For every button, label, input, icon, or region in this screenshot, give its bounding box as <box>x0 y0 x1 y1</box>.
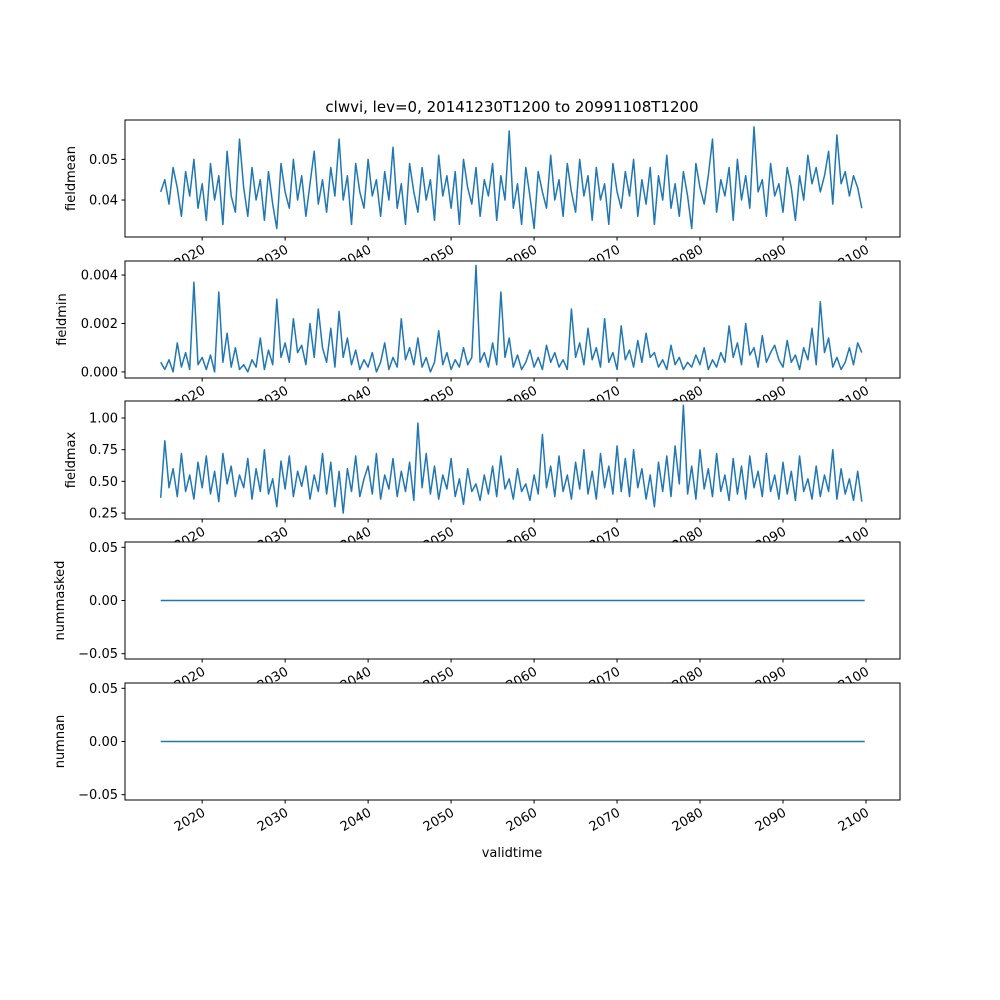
y-tick-label: 0.50 <box>89 475 118 490</box>
y-tick-label: 0.75 <box>89 443 118 458</box>
series-line-fieldmax <box>159 404 863 514</box>
axes-background <box>125 401 900 519</box>
y-axis-label: fieldmin <box>55 293 70 346</box>
series-line-fieldmean <box>159 126 863 230</box>
y-axis-label: numnan <box>53 715 68 769</box>
axes-frame <box>124 260 901 379</box>
axes-background <box>125 120 900 237</box>
y-tick-label: −0.05 <box>78 647 118 662</box>
y-tick-label: 0.004 <box>81 269 118 284</box>
y-tick-label: 0.04 <box>89 194 118 209</box>
series-line-fieldmin <box>160 264 863 373</box>
y-tick-label: 0.002 <box>81 317 118 332</box>
y-axis-label: nummasked <box>53 561 68 641</box>
axes-frame <box>124 400 901 520</box>
y-tick-label: 0.05 <box>89 541 118 556</box>
y-tick-label: −0.05 <box>78 788 118 803</box>
y-tick-label: 0.05 <box>89 682 118 697</box>
chart-title: clwvi, lev=0, 20141230T1200 to 20991108T… <box>325 98 698 116</box>
y-tick-label: 0.00 <box>89 735 118 750</box>
y-axis-label: fieldmax <box>64 432 79 489</box>
y-tick-label: 0.05 <box>89 153 118 168</box>
axes-frame <box>124 119 901 238</box>
y-tick-label: 0.00 <box>89 594 118 609</box>
y-tick-label: 1.00 <box>89 411 118 426</box>
y-tick-label: 0.25 <box>89 507 118 522</box>
y-tick-label: 0.000 <box>81 365 118 380</box>
y-axis-label: fieldmean <box>64 146 79 211</box>
x-axis-label: validtime <box>482 846 543 861</box>
